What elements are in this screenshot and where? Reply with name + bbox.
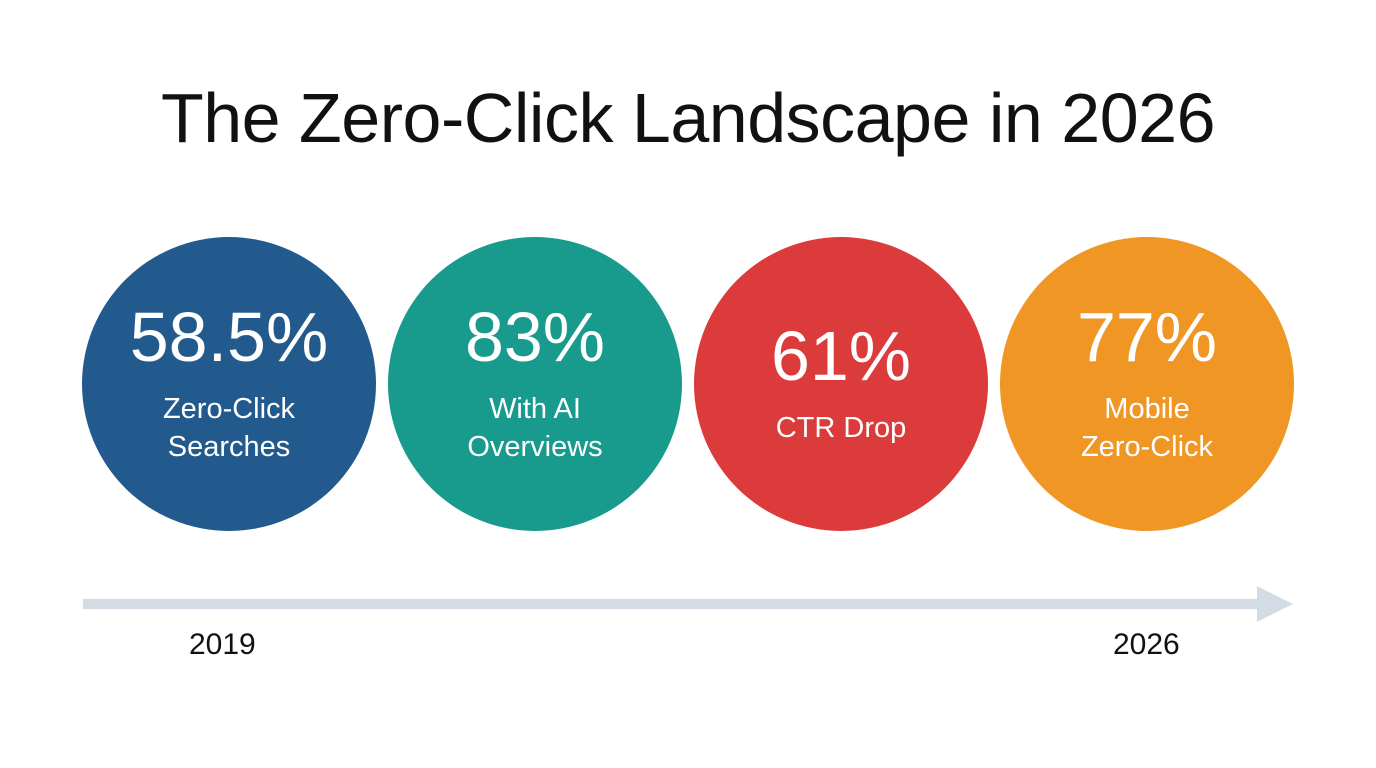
timeline-end-label: 2026 <box>1113 628 1180 661</box>
stat-circle-mobile-zero-click: 77% Mobile Zero-Click <box>1000 237 1294 531</box>
stat-label: CTR Drop <box>775 412 907 444</box>
stat-value: 58.5% <box>129 298 329 376</box>
stat-label: Zero-Click Searches <box>162 393 296 463</box>
stat-circle-ctr-drop: 61% CTR Drop <box>694 237 988 531</box>
stat-circle-ai-overviews: 83% With AI Overviews <box>388 237 682 531</box>
stat-value: 77% <box>1076 298 1218 376</box>
timeline-start-label: 2019 <box>189 628 256 661</box>
stat-label: With AI Overviews <box>467 393 603 463</box>
timeline-arrowhead <box>1257 586 1293 622</box>
page-title: The Zero-Click Landscape in 2026 <box>160 79 1216 157</box>
timeline-line <box>83 599 1259 609</box>
stat-value: 61% <box>770 317 912 395</box>
timeline-arrow-icon <box>83 586 1293 622</box>
stat-label: Mobile Zero-Click <box>1080 393 1214 463</box>
stat-circle-zero-click-searches: 58.5% Zero-Click Searches <box>82 237 376 531</box>
stat-value: 83% <box>464 298 606 376</box>
